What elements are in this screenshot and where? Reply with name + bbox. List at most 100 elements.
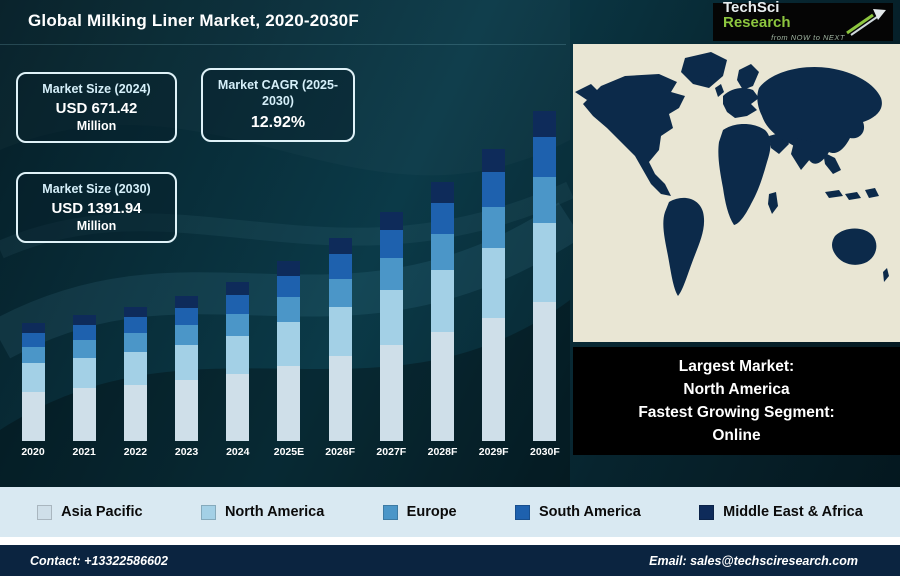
bar-segment [533, 302, 557, 441]
bar-segment [277, 297, 301, 323]
world-map-panel [573, 44, 900, 342]
bar-segment [277, 322, 301, 366]
bar-stack [72, 315, 96, 441]
stat-card-market-size-2030: Market Size (2030) USD 1391.94 Million [16, 172, 177, 243]
stat-unit: Million [76, 119, 117, 133]
legend-item: North America [200, 504, 325, 520]
bar-segment [72, 325, 96, 341]
techsci-logo: TechSci Research from NOW to NEXT [713, 0, 893, 42]
bar-x-label: 2024 [226, 446, 250, 458]
stat-value: 12.92% [250, 114, 306, 131]
bar-segment [482, 172, 506, 208]
logo-brand: TechSci Research [723, 0, 845, 30]
bar-segment [123, 352, 147, 385]
footer-separator [0, 537, 900, 545]
bar-column-2026F: 2026F [319, 238, 361, 458]
legend-item: Europe [382, 504, 457, 520]
legend-item: Asia Pacific [37, 504, 143, 520]
bar-segment [226, 313, 250, 336]
bar-segment [175, 307, 199, 326]
market-highlights-panel: Largest Market: North America Fastest Gr… [573, 347, 900, 455]
bar-segment [431, 270, 454, 333]
bar-segment [431, 234, 454, 271]
bar-column-2028F: 2028F [422, 182, 464, 458]
bar-segment [175, 345, 199, 381]
bar-segment [328, 307, 352, 356]
bar-segment [328, 355, 352, 441]
logo-brand-secondary: Research [723, 13, 791, 31]
bar-column-2020: 2020 [12, 323, 54, 458]
legend-swatch [382, 504, 398, 520]
bar-stack [379, 211, 403, 441]
bar-segment [533, 111, 557, 138]
legend-swatch [699, 504, 715, 520]
bar-segment [123, 333, 147, 353]
email-text: Email: sales@techsciresearch.com [649, 553, 858, 568]
stat-label: Market Size (2024) [42, 82, 151, 96]
bar-segment [226, 281, 250, 295]
bar-stack [482, 148, 506, 441]
bar-segment [379, 289, 403, 345]
bar-x-label: 2020 [21, 446, 45, 458]
bar-segment [123, 317, 147, 334]
bar-column-2029F: 2029F [473, 148, 515, 458]
legend-swatch [37, 504, 53, 520]
header-divider [0, 44, 566, 45]
caption-line: Largest Market: [678, 358, 795, 375]
logo-tagline: from NOW to NEXT [771, 32, 845, 42]
bar-segment [533, 137, 557, 178]
bar-column-2027F: 2027F [370, 211, 412, 458]
bar-segment [175, 325, 199, 346]
bar-stack [277, 261, 301, 441]
bar-column-2030F: 2030F [524, 111, 566, 458]
bar-segment [277, 275, 301, 298]
legend-label: Middle East & Africa [723, 504, 863, 520]
logo-brand-primary: TechSci [723, 0, 780, 16]
bar-segment [533, 177, 557, 224]
legend-swatch [200, 504, 216, 520]
bar-column-2022: 2022 [114, 306, 156, 458]
legend-swatch [514, 504, 530, 520]
caption-line: Fastest Growing Segment: [638, 404, 835, 421]
stat-card-cagr: Market CAGR (2025-2030) 12.92% [201, 68, 355, 142]
bar-segment [21, 332, 45, 347]
bar-segment [21, 363, 45, 392]
bar-x-label: 2030F [529, 446, 560, 458]
bar-segment [72, 315, 96, 326]
bar-segment [328, 254, 352, 279]
bar-column-2024: 2024 [217, 281, 259, 458]
legend-label: South America [538, 504, 641, 520]
legend-label: North America [224, 504, 325, 520]
bar-segment [123, 384, 147, 441]
legend-item: Middle East & Africa [699, 504, 863, 520]
bar-x-label: 2029F [478, 446, 509, 458]
stat-card-market-size-2024: Market Size (2024) USD 671.42 Million [16, 72, 177, 143]
bar-segment [21, 346, 45, 364]
bar-segment [123, 306, 147, 318]
bar-x-label: 2023 [174, 446, 199, 458]
contact-text: Contact: +13322586602 [30, 553, 168, 568]
bar-x-label: 2021 [72, 446, 96, 458]
bar-segment [72, 357, 96, 389]
bar-segment [482, 248, 506, 319]
bar-segment [379, 230, 403, 258]
bar-segment [431, 182, 454, 204]
bar-segment [277, 261, 301, 276]
world-map [573, 44, 900, 342]
stat-value: USD 1391.94 [51, 200, 142, 217]
bar-segment [431, 203, 454, 235]
bar-column-2023: 2023 [166, 296, 208, 458]
bar-stack [175, 296, 199, 441]
bar-segment [482, 318, 506, 441]
stat-label: Market CAGR (2025-2030) [217, 78, 339, 108]
stat-value: USD 671.42 [55, 100, 138, 117]
page-title: Global Milking Liner Market, 2020-2030F [28, 11, 359, 30]
chart-legend: Asia Pacific North America Europe South Ame… [0, 487, 900, 537]
bar-x-label: 2028F [427, 446, 458, 458]
bar-segment [21, 391, 45, 441]
bar-stack [123, 306, 147, 441]
bar-segment [328, 238, 352, 255]
caption-line: North America [683, 381, 790, 398]
bar-segment [277, 365, 301, 441]
